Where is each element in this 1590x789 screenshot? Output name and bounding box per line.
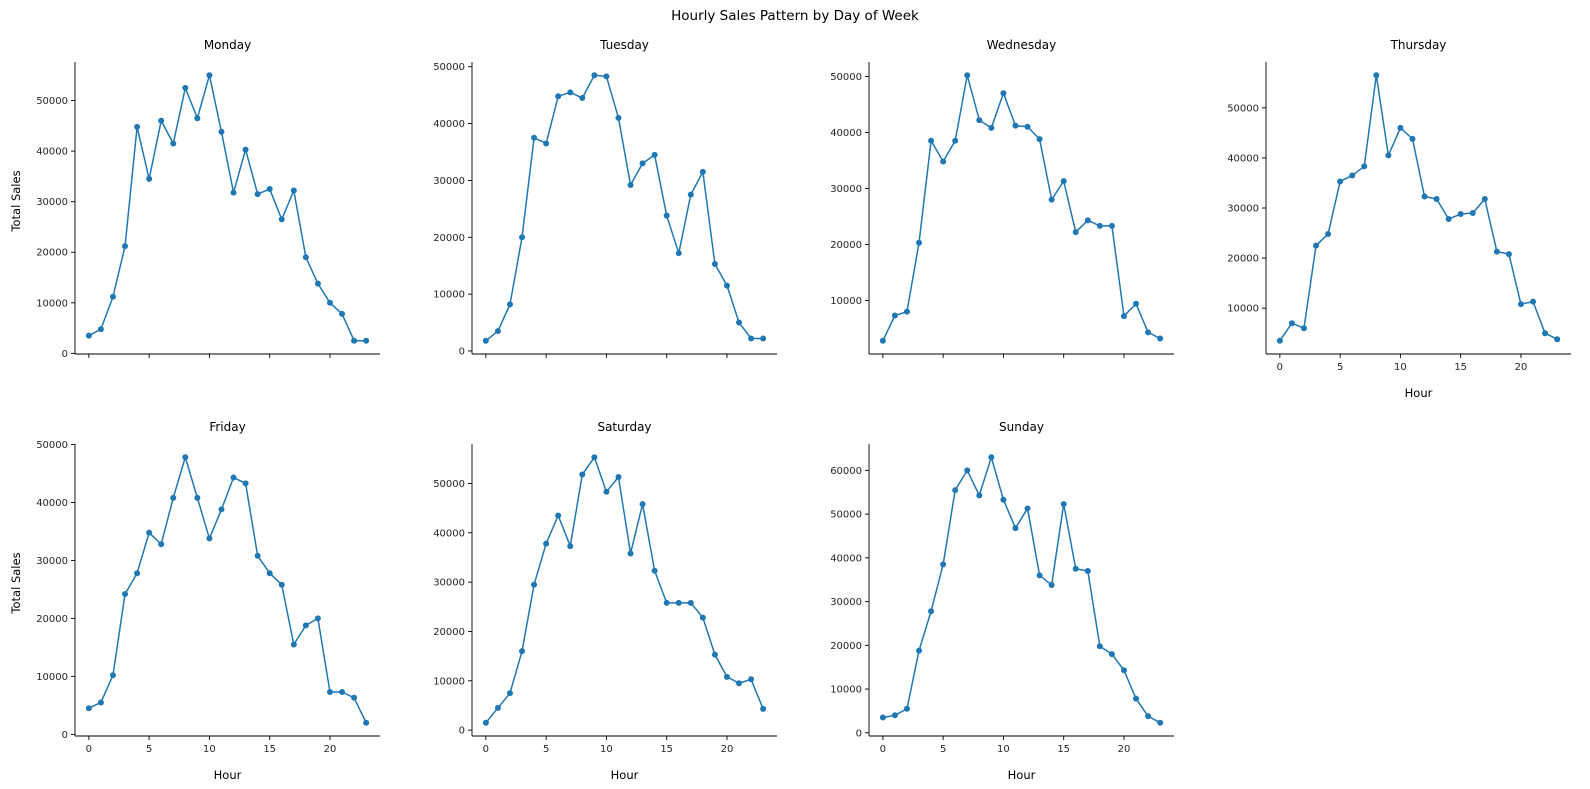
svg-text:10000: 10000: [36, 672, 68, 683]
facet-wednesday: Wednesday 10000 20000 30000 40000 50000: [794, 34, 1191, 404]
facet-title-tuesday: Tuesday: [600, 38, 649, 52]
svg-text:5: 5: [146, 744, 152, 755]
svg-text:10000: 10000: [433, 290, 465, 301]
facet-title-friday: Friday: [209, 420, 246, 434]
svg-text:50000: 50000: [433, 479, 465, 490]
x-axis-label: Hour: [610, 768, 639, 782]
svg-text:0: 0: [1277, 362, 1283, 373]
svg-text:10000: 10000: [1227, 304, 1259, 315]
svg-text:10000: 10000: [830, 296, 862, 307]
friday-line-plot: 0 10000 20000 30000 40000 50000 0 5 10 15 20: [36, 440, 380, 755]
facet-monday: Monday Total Sales 0 10000 20000 30000 40000…: [0, 34, 397, 404]
svg-text:0: 0: [459, 346, 465, 357]
svg-text:15: 15: [660, 744, 673, 755]
svg-text:20: 20: [1118, 744, 1131, 755]
svg-text:30000: 30000: [1227, 204, 1259, 215]
facet-plot-area-thursday: 10000 20000 30000 40000 50000 0 5 10 15 20: [1191, 56, 1579, 386]
svg-text:20: 20: [721, 744, 734, 755]
svg-text:50000: 50000: [36, 96, 68, 107]
svg-text:20: 20: [324, 744, 337, 755]
facet-plot-area-wednesday: 10000 20000 30000 40000 50000: [794, 56, 1182, 386]
svg-text:5: 5: [1337, 362, 1343, 373]
wednesday-line-plot: 10000 20000 30000 40000 50000: [830, 62, 1174, 358]
svg-text:10: 10: [203, 744, 216, 755]
x-axis-label: Hour: [1007, 768, 1036, 782]
saturday-line-plot: 0 10000 20000 30000 40000 50000 0 5 10 15 20: [433, 444, 777, 755]
facet-sunday: Sunday 0 10000 20000 30000 40000 50000 60000 0 5…: [794, 416, 1191, 786]
svg-text:20000: 20000: [1227, 254, 1259, 265]
svg-text:30000: 30000: [36, 556, 68, 567]
svg-text:40000: 40000: [1227, 153, 1259, 164]
svg-text:20000: 20000: [36, 248, 68, 259]
svg-text:30000: 30000: [433, 578, 465, 589]
svg-text:0: 0: [856, 728, 862, 739]
facet-plot-area-monday: Total Sales 0 10000 20000 30000 40000 50000: [0, 56, 388, 386]
svg-text:20000: 20000: [433, 233, 465, 244]
svg-text:20000: 20000: [433, 627, 465, 638]
facet-title-sunday: Sunday: [999, 420, 1044, 434]
svg-text:5: 5: [543, 744, 549, 755]
sunday-line-plot: 0 10000 20000 30000 40000 50000 60000 0 5 10 15 20: [830, 444, 1174, 755]
svg-text:10: 10: [1394, 362, 1407, 373]
svg-text:50000: 50000: [36, 440, 68, 451]
svg-text:50000: 50000: [433, 62, 465, 73]
facet-friday: Friday Total Sales 0 10000 20000 30000 40000…: [0, 416, 397, 786]
svg-text:15: 15: [263, 744, 276, 755]
svg-text:10000: 10000: [433, 676, 465, 687]
svg-text:50000: 50000: [830, 510, 862, 521]
svg-text:50000: 50000: [1227, 103, 1259, 114]
svg-text:15: 15: [1057, 744, 1070, 755]
svg-text:30000: 30000: [433, 176, 465, 187]
svg-text:60000: 60000: [830, 466, 862, 477]
svg-text:40000: 40000: [36, 498, 68, 509]
svg-text:10000: 10000: [36, 298, 68, 309]
svg-text:20000: 20000: [830, 641, 862, 652]
svg-text:0: 0: [880, 744, 886, 755]
facet-plot-area-tuesday: 0 10000 20000 30000 40000 50000: [397, 56, 785, 386]
x-axis-label: Hour: [213, 768, 242, 782]
facet-plot-area-sunday: 0 10000 20000 30000 40000 50000 60000 0 5 10 15 20: [794, 438, 1182, 768]
svg-text:10000: 10000: [830, 685, 862, 696]
figure-title: Hourly Sales Pattern by Day of Week: [671, 8, 919, 24]
svg-text:40000: 40000: [36, 147, 68, 158]
y-axis-label: Total Sales: [9, 170, 23, 232]
svg-text:15: 15: [1454, 362, 1467, 373]
thursday-line-plot: 10000 20000 30000 40000 50000 0 5 10 15 20: [1227, 62, 1571, 373]
facet-title-wednesday: Wednesday: [986, 38, 1057, 52]
svg-text:20000: 20000: [36, 614, 68, 625]
svg-text:0: 0: [62, 730, 68, 741]
svg-text:40000: 40000: [830, 553, 862, 564]
x-axis-label: Hour: [1404, 386, 1433, 400]
svg-text:0: 0: [86, 744, 92, 755]
facet-plot-area-saturday: 0 10000 20000 30000 40000 50000 0 5 10 15 20: [397, 438, 785, 768]
svg-text:5: 5: [940, 744, 946, 755]
svg-text:0: 0: [62, 349, 68, 360]
svg-text:30000: 30000: [830, 184, 862, 195]
y-axis-label: Total Sales: [9, 552, 23, 614]
facet-title-saturday: Saturday: [597, 420, 652, 434]
svg-text:40000: 40000: [433, 119, 465, 130]
svg-text:0: 0: [483, 744, 489, 755]
facet-tuesday: Tuesday 0 10000 20000 30000 40000 50000: [397, 34, 794, 404]
svg-text:0: 0: [459, 726, 465, 737]
facet-grid: Monday Total Sales 0 10000 20000 30000 40000…: [0, 30, 1590, 786]
facet-thursday: Thursday 10000 20000 30000 40000 50000 0 5 10 15…: [1191, 34, 1588, 404]
svg-text:30000: 30000: [36, 197, 68, 208]
tuesday-line-plot: 0 10000 20000 30000 40000 50000: [433, 62, 777, 358]
svg-text:40000: 40000: [433, 528, 465, 539]
svg-text:50000: 50000: [830, 72, 862, 83]
facet-title-thursday: Thursday: [1390, 38, 1447, 52]
svg-text:10: 10: [600, 744, 613, 755]
monday-line-plot: 0 10000 20000 30000 40000 50000: [36, 62, 380, 360]
facet-title-monday: Monday: [203, 38, 252, 52]
svg-text:40000: 40000: [830, 128, 862, 139]
facet-plot-area-friday: Total Sales 0 10000 20000 30000 40000 50000 0 5…: [0, 438, 388, 768]
facet-saturday: Saturday 0 10000 20000 30000 40000 50000 0 5 10 1…: [397, 416, 794, 786]
svg-text:20000: 20000: [830, 240, 862, 251]
svg-text:30000: 30000: [830, 597, 862, 608]
svg-text:20: 20: [1515, 362, 1528, 373]
svg-text:10: 10: [997, 744, 1010, 755]
